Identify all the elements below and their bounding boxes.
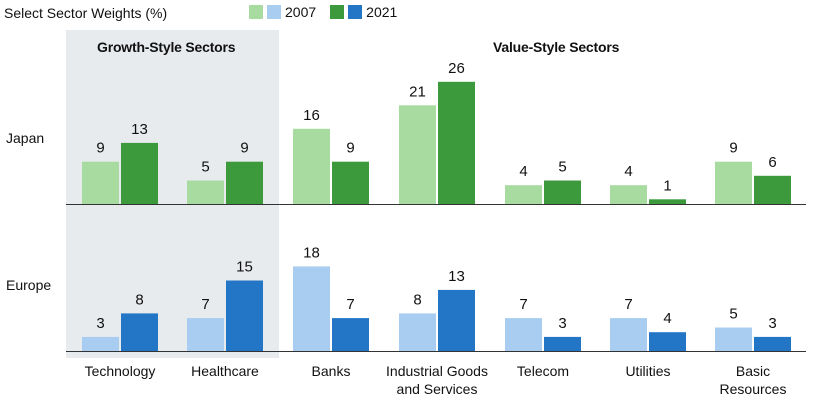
data-label-europe-2007-4: 7 bbox=[519, 296, 527, 313]
data-label-europe-2007-1: 7 bbox=[201, 296, 209, 313]
bar-japan-2007-5 bbox=[610, 185, 647, 204]
category-label-3-0: Industrial Goods bbox=[386, 363, 488, 379]
data-label-europe-2021-6: 3 bbox=[768, 315, 776, 332]
bar-japan-2007-6 bbox=[715, 161, 752, 204]
data-label-japan-2007-3: 21 bbox=[409, 83, 426, 100]
data-label-japan-2007-4: 4 bbox=[519, 163, 527, 180]
bar-europe-2021-5 bbox=[649, 332, 686, 351]
category-label-3-1: and Services bbox=[397, 381, 478, 397]
legend-swatch-europe-2007 bbox=[267, 5, 281, 19]
data-label-japan-2021-3: 26 bbox=[448, 60, 465, 77]
bar-japan-2021-3 bbox=[438, 81, 475, 204]
panel-label-japan: Japan bbox=[6, 130, 45, 146]
legend-label-2007: 2007 bbox=[285, 4, 317, 20]
legend-swatch-japan-2021 bbox=[330, 5, 345, 19]
category-label-6-0: Basic bbox=[736, 363, 770, 379]
bar-europe-2021-6 bbox=[754, 336, 791, 351]
bar-europe-2007-6 bbox=[715, 327, 752, 351]
bar-europe-2007-0 bbox=[82, 336, 119, 351]
data-label-europe-2021-4: 3 bbox=[558, 315, 566, 332]
bar-europe-2007-2 bbox=[293, 266, 330, 351]
bar-japan-2021-0 bbox=[121, 142, 158, 204]
data-label-japan-2021-2: 9 bbox=[346, 140, 354, 157]
data-label-europe-2007-0: 3 bbox=[96, 315, 104, 332]
data-label-japan-2007-1: 5 bbox=[201, 159, 209, 176]
data-label-europe-2007-5: 7 bbox=[624, 296, 632, 313]
data-label-europe-2021-3: 13 bbox=[448, 268, 465, 285]
category-label-4-0: Telecom bbox=[517, 363, 569, 379]
legend-label-2021: 2021 bbox=[366, 4, 398, 20]
data-label-japan-2021-1: 9 bbox=[240, 140, 248, 157]
bar-europe-2007-1 bbox=[187, 318, 224, 351]
data-label-europe-2021-5: 4 bbox=[663, 310, 671, 327]
data-label-europe-2007-6: 5 bbox=[729, 306, 737, 323]
data-label-japan-2021-0: 13 bbox=[131, 121, 148, 138]
category-label-6-1: Resources bbox=[720, 381, 787, 397]
chart-title: Select Sector Weights (%) bbox=[4, 5, 168, 21]
bar-japan-2007-1 bbox=[187, 180, 224, 204]
bar-japan-2007-2 bbox=[293, 128, 330, 204]
bar-europe-2007-5 bbox=[610, 318, 647, 351]
category-label-1-0: Healthcare bbox=[191, 363, 259, 379]
value-group-header: Value-Style Sectors bbox=[493, 39, 620, 55]
bar-europe-2007-3 bbox=[399, 313, 436, 351]
data-label-japan-2007-0: 9 bbox=[96, 140, 104, 157]
data-label-europe-2007-3: 8 bbox=[413, 291, 421, 308]
data-label-japan-2021-4: 5 bbox=[558, 159, 566, 176]
bar-europe-2021-1 bbox=[226, 280, 263, 351]
bar-europe-2021-2 bbox=[332, 318, 369, 351]
bar-japan-2007-3 bbox=[399, 105, 436, 204]
data-label-europe-2021-0: 8 bbox=[135, 291, 143, 308]
data-label-japan-2007-6: 9 bbox=[729, 140, 737, 157]
bar-japan-2021-6 bbox=[754, 175, 791, 204]
category-label-5-0: Utilities bbox=[625, 363, 670, 379]
legend-swatch-japan-2007 bbox=[249, 5, 263, 19]
data-label-europe-2021-2: 7 bbox=[346, 296, 354, 313]
bar-europe-2021-0 bbox=[121, 313, 158, 351]
bar-japan-2021-5 bbox=[649, 199, 686, 204]
bar-japan-2021-4 bbox=[544, 180, 581, 204]
data-label-europe-2007-2: 18 bbox=[303, 244, 320, 261]
bar-japan-2007-4 bbox=[505, 185, 542, 204]
bar-europe-2007-4 bbox=[505, 318, 542, 351]
panel-label-europe: Europe bbox=[6, 277, 52, 293]
bar-japan-2007-0 bbox=[82, 161, 119, 204]
category-label-0-0: Technology bbox=[85, 363, 156, 379]
growth-group-header: Growth-Style Sectors bbox=[97, 39, 236, 55]
data-label-japan-2007-5: 4 bbox=[624, 163, 632, 180]
data-label-japan-2021-5: 1 bbox=[663, 177, 671, 194]
bar-europe-2021-4 bbox=[544, 336, 581, 351]
bar-japan-2021-2 bbox=[332, 161, 369, 204]
legend-swatch-europe-2021 bbox=[348, 5, 363, 19]
bar-europe-2021-3 bbox=[438, 289, 475, 351]
legend: 2007 2021 bbox=[249, 4, 397, 20]
data-label-europe-2021-1: 15 bbox=[236, 259, 253, 276]
data-label-japan-2007-2: 16 bbox=[303, 107, 320, 124]
bar-japan-2021-1 bbox=[226, 161, 263, 204]
category-label-2-0: Banks bbox=[312, 363, 351, 379]
data-label-japan-2021-6: 6 bbox=[768, 154, 776, 171]
